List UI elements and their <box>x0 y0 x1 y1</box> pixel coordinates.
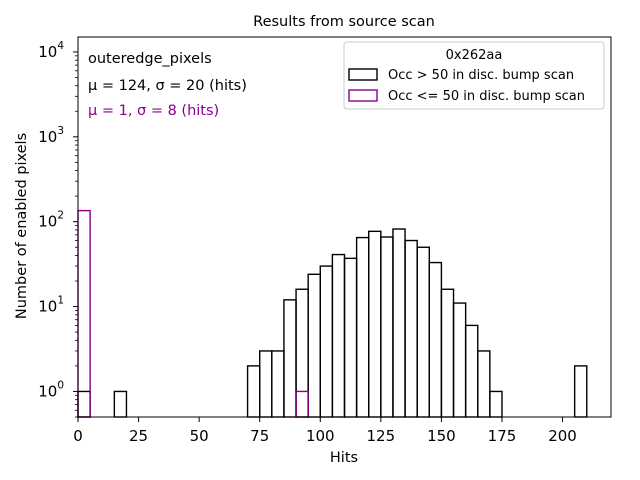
x-tick-label: 100 <box>306 427 335 445</box>
plot-frame <box>77 36 612 418</box>
axes: 0 25 50 75 100 125 150 175 200 100 101 102 103 104 <box>38 36 612 445</box>
x-tick-label: 25 <box>129 427 148 445</box>
x-tick-label: 75 <box>250 427 269 445</box>
histogram-bar <box>343 257 358 418</box>
histogram-bar <box>246 365 261 418</box>
histogram-bar <box>573 365 588 418</box>
histogram-bar <box>307 273 321 418</box>
histogram-bar <box>77 209 91 418</box>
histogram-bar <box>295 390 309 418</box>
legend-swatch <box>348 89 378 102</box>
histogram-bar <box>416 246 430 418</box>
x-tick-label: 150 <box>427 427 456 445</box>
histogram-bar <box>283 299 297 418</box>
x-tick-label: 200 <box>548 427 577 445</box>
legend-swatch <box>348 68 378 81</box>
x-tick-label: 125 <box>367 427 396 445</box>
y-tick-label: 103 <box>38 125 64 146</box>
annotation-text: outeredge_pixels <box>88 51 212 67</box>
histogram-bar <box>440 288 455 418</box>
y-tick-label: 101 <box>38 295 64 316</box>
annotation-text: μ = 124, σ = 20 (hits) <box>88 78 247 94</box>
histogram-bar <box>368 230 382 418</box>
histogram-bar <box>452 302 467 418</box>
histogram-bar <box>319 265 334 418</box>
histogram-bar <box>392 228 406 418</box>
histogram-bar <box>477 350 491 418</box>
histogram-bar <box>331 253 346 418</box>
y-tick-label: 104 <box>38 40 64 61</box>
x-axis-label: Hits <box>330 450 358 466</box>
histogram-bar <box>489 390 503 418</box>
x-tick-label: 50 <box>190 427 209 445</box>
y-axis-label: Number of enabled pixels <box>14 133 30 319</box>
histogram-bar <box>380 236 394 418</box>
legend-entry-label: Occ > 50 in disc. bump scan <box>388 68 574 83</box>
histogram-bar <box>464 324 479 418</box>
legend: 0x262aa Occ > 50 in disc. bump scan Occ <=… <box>343 41 605 110</box>
histogram-bar <box>259 350 273 418</box>
legend-box <box>343 41 605 110</box>
plot-area <box>77 209 588 418</box>
histogram-bar <box>77 390 91 418</box>
legend-title: 0x262aa <box>446 48 503 63</box>
histogram-bar <box>428 261 443 418</box>
histogram-bar <box>355 236 370 418</box>
annotation-text: μ = 1, σ = 8 (hits) <box>88 103 219 119</box>
histogram-bar <box>295 288 309 418</box>
x-tick-label: 175 <box>488 427 517 445</box>
annotations: outeredge_pixels μ = 124, σ = 20 (hits) μ … <box>88 51 247 119</box>
x-tick-label: 0 <box>73 427 83 445</box>
chart-title: Results from source scan <box>253 14 435 30</box>
y-tick-label: 100 <box>38 379 64 400</box>
histogram-bar <box>404 239 418 418</box>
histogram-bar <box>271 350 285 418</box>
y-tick-label: 102 <box>38 210 64 231</box>
legend-entry-label: Occ <= 50 in disc. bump scan <box>388 89 585 104</box>
histogram-bar <box>113 390 128 418</box>
